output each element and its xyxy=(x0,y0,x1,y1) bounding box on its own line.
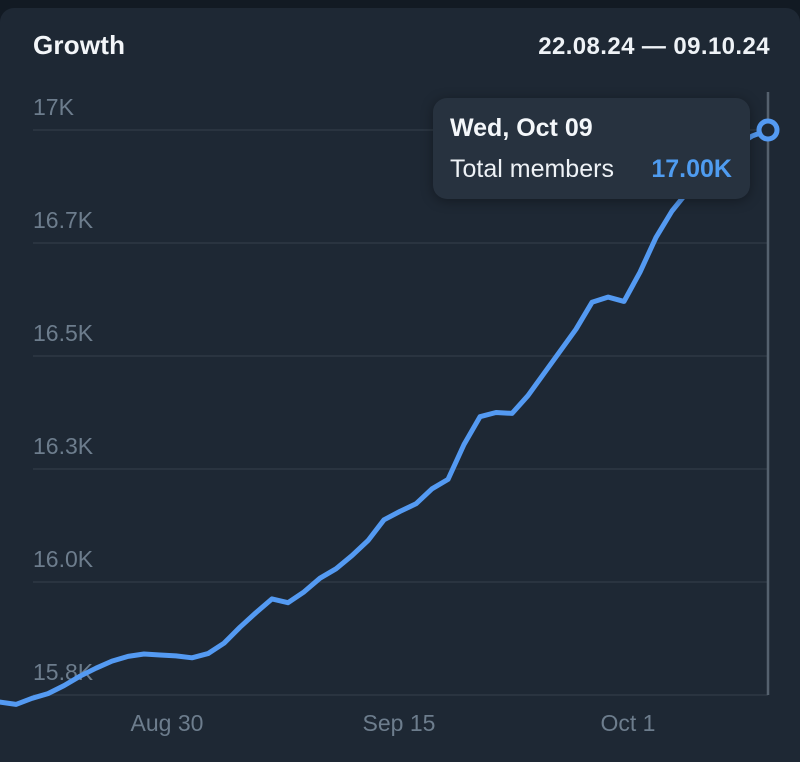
tooltip-date: Wed, Oct 09 xyxy=(450,114,593,142)
y-axis-tick-label: 16.3K xyxy=(33,433,94,459)
x-axis-tick-label: Oct 1 xyxy=(601,710,656,736)
growth-line xyxy=(0,127,771,707)
y-axis-tick-label: 17K xyxy=(33,94,75,120)
y-axis-tick-label: 16.7K xyxy=(33,207,94,233)
y-axis-tick-label: 16.5K xyxy=(33,320,94,346)
y-axis-tick-label: 16.0K xyxy=(33,546,94,572)
x-axis-tick-label: Aug 30 xyxy=(131,710,204,736)
selected-point-marker[interactable] xyxy=(756,118,780,142)
tooltip-value: 17.00K xyxy=(651,155,732,183)
x-axis-tick-label: Sep 15 xyxy=(363,710,436,736)
tooltip-series-label: Total members xyxy=(450,155,614,183)
date-range-label: 22.08.24 — 09.10.24 xyxy=(538,33,770,60)
tooltip-row: Total members 17.00K xyxy=(450,155,732,183)
chart-tooltip: Wed, Oct 09 Total members 17.00K xyxy=(433,98,750,199)
chart-header: Growth 22.08.24 — 09.10.24 xyxy=(33,30,770,61)
chart-title: Growth xyxy=(33,30,126,60)
growth-chart-card: Growth 22.08.24 — 09.10.24 15.8K 16.0K 16.… xyxy=(0,8,800,762)
